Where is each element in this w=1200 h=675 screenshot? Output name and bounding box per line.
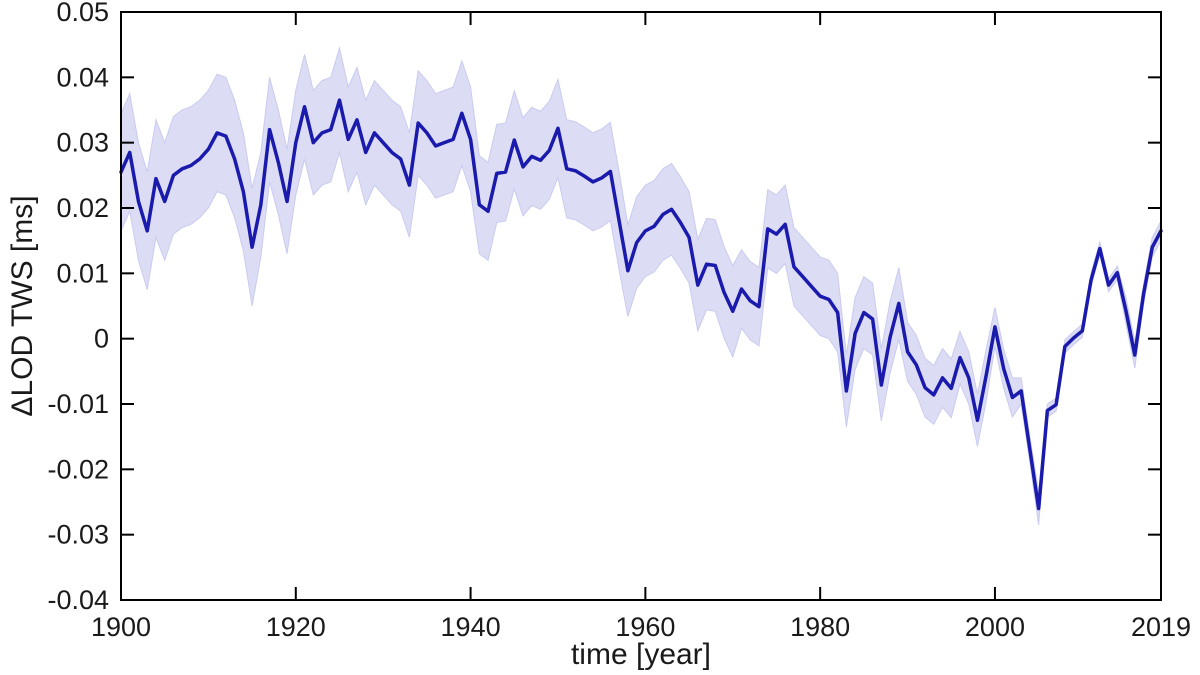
data-line-layer	[119, 98, 1163, 511]
x-tick-label: 1980	[790, 612, 850, 642]
y-tick-label: 0.01	[56, 258, 109, 288]
y-tick-label: 0.04	[56, 62, 109, 92]
y-tick-label: 0.05	[56, 0, 109, 27]
y-axis-label: ΔLOD TWS [ms]	[6, 195, 39, 416]
y-tick-label: 0.02	[56, 193, 109, 223]
x-axis-label: time [year]	[571, 638, 711, 671]
x-tick-label: 2019	[1131, 612, 1191, 642]
y-tick-label: 0.03	[56, 128, 109, 158]
tick-label-layer: 1900 1920 1940 1960 1980 2000 2019 0.05 0.04 0.03…	[47, 0, 1191, 642]
confidence-band-layer	[120, 45, 1162, 525]
x-tick-label: 1940	[441, 612, 501, 642]
axes-layer	[120, 11, 1162, 601]
y-tick-label: -0.01	[47, 389, 109, 419]
x-tick-label: 1960	[615, 612, 675, 642]
y-tick-label: 0	[94, 324, 109, 354]
x-tick-label: 2000	[965, 612, 1025, 642]
x-tick-label: 1900	[91, 612, 151, 642]
y-tick-label: -0.03	[47, 520, 109, 550]
x-tick-label: 1920	[266, 612, 326, 642]
y-tick-label: -0.02	[47, 454, 109, 484]
confidence-band	[120, 45, 1162, 525]
data-line	[119, 98, 1163, 511]
y-tick-label: -0.04	[47, 585, 109, 615]
plot-box	[120, 11, 1162, 601]
